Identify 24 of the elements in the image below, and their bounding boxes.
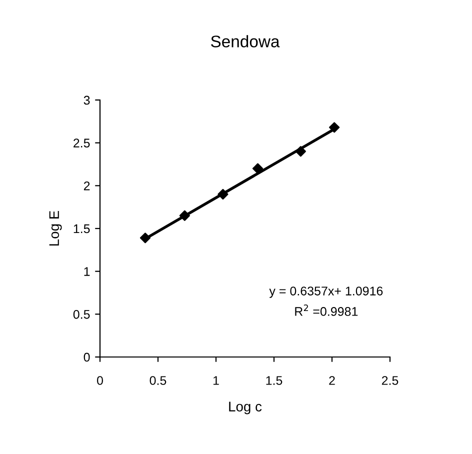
chart-title: Sendowa — [211, 35, 280, 48]
y-tick-label: 0 — [84, 352, 90, 362]
annotation: y = 0.6357x+ 1.0916 — [269, 286, 383, 298]
x-tick-label: 2 — [329, 376, 335, 385]
annotation: R$^{2}$ =0.9981 — [295, 304, 358, 316]
y-tick-label: 2 — [84, 181, 90, 190]
y-tick-label: 1.5 — [74, 224, 90, 234]
y-tick-label: 1 — [84, 267, 90, 276]
y-tick-label: 2.5 — [74, 138, 90, 148]
x-tick-label: 2.5 — [382, 376, 398, 385]
x-axis-title: Log c — [229, 402, 262, 414]
x-tick-label: 0.5 — [150, 376, 166, 385]
y-tick-label: 3 — [84, 96, 90, 105]
y-axis-title: Log E — [49, 210, 62, 246]
point — [179, 210, 190, 221]
y-tick-label: 0.5 — [73, 310, 90, 319]
point — [329, 122, 340, 133]
point — [218, 188, 228, 200]
point — [252, 163, 264, 174]
point — [140, 232, 151, 244]
point — [295, 146, 306, 157]
x-tick-label: 1 — [213, 376, 219, 385]
x-tick-label: 0 — [97, 376, 103, 385]
x-tick-label: 1.5 — [266, 376, 282, 385]
